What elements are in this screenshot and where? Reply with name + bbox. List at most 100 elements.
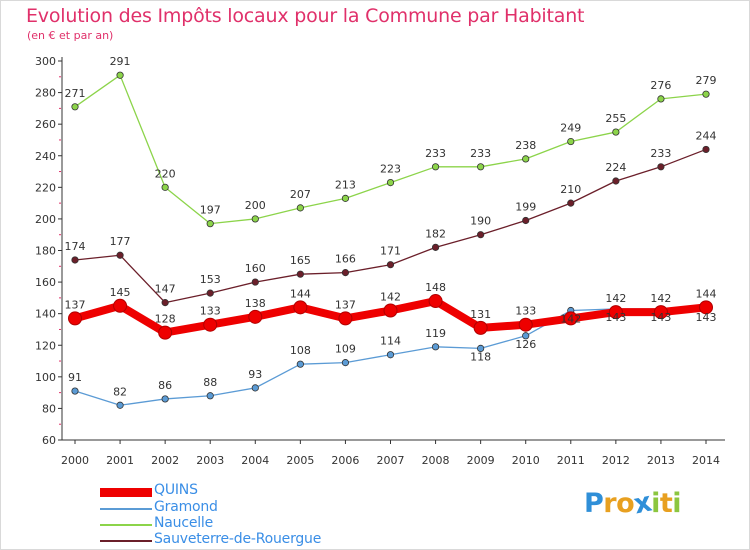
data-point-quins (68, 311, 82, 326)
data-label-sauveterre-de-rouergue: 210 (560, 183, 581, 196)
chart-subtitle: (en € et par an) (27, 29, 114, 42)
legend-label-quins: QUINS (154, 482, 198, 498)
data-label-naucelle: 271 (65, 87, 86, 100)
y-tick-label: 200 (35, 213, 56, 226)
data-label-gramond: 88 (203, 376, 217, 389)
data-label-sauveterre-de-rouergue: 182 (425, 227, 446, 240)
data-label-naucelle: 276 (650, 79, 671, 92)
y-tick-label: 240 (35, 150, 56, 163)
data-label-naucelle: 249 (560, 122, 581, 135)
data-label-naucelle: 233 (470, 147, 491, 160)
y-tick-label: 80 (42, 402, 56, 415)
x-tick-label: 2012 (602, 454, 630, 467)
data-point-quins (158, 325, 173, 340)
data-point-gramond (431, 343, 440, 351)
data-label-gramond: 143 (605, 311, 626, 324)
data-point-gramond (251, 384, 259, 392)
data-point-sauveterre-de-rouergue (702, 145, 710, 154)
data-point-naucelle (431, 163, 440, 171)
data-label-gramond: 143 (696, 311, 717, 324)
data-label-sauveterre-de-rouergue: 244 (696, 129, 717, 142)
data-label-quins: 133 (515, 305, 536, 318)
data-label-naucelle: 213 (335, 178, 356, 191)
data-label-quins: 131 (470, 308, 491, 321)
data-label-gramond: 142 (560, 313, 581, 326)
data-label-gramond: 119 (425, 327, 446, 340)
data-label-gramond: 118 (470, 350, 491, 363)
data-label-sauveterre-de-rouergue: 147 (155, 283, 176, 296)
data-point-naucelle (386, 178, 395, 187)
legend-label-gramond: Gramond (154, 499, 218, 515)
y-tick-label: 180 (35, 245, 56, 258)
data-label-quins: 145 (110, 286, 131, 299)
data-label-quins: 142 (605, 292, 626, 305)
x-tick-label: 2002 (151, 454, 179, 467)
data-label-quins: 137 (335, 298, 356, 311)
y-tick-label: 100 (35, 371, 56, 384)
data-point-gramond (206, 392, 214, 400)
data-point-naucelle (567, 137, 575, 146)
data-point-naucelle (657, 95, 665, 103)
x-tick-label: 2010 (512, 454, 540, 467)
data-point-gramond (71, 387, 79, 395)
data-label-naucelle: 255 (605, 112, 626, 125)
data-label-naucelle: 200 (245, 199, 266, 212)
data-point-gramond (296, 360, 304, 368)
y-tick-label: 260 (35, 118, 56, 131)
data-point-naucelle (612, 128, 620, 136)
x-tick-label: 2004 (241, 454, 269, 467)
data-point-quins (113, 298, 128, 313)
x-tick-label: 2001 (106, 454, 134, 467)
data-label-quins: 142 (650, 292, 671, 305)
data-label-sauveterre-de-rouergue: 153 (200, 273, 221, 286)
data-label-quins: 128 (155, 313, 176, 326)
data-label-naucelle: 279 (696, 74, 717, 87)
legend-swatch-quins (100, 488, 152, 497)
y-tick-label: 220 (35, 181, 56, 194)
y-tick-label: 140 (35, 308, 56, 321)
data-label-quins: 133 (200, 305, 221, 318)
x-tick-label: 2000 (61, 454, 89, 467)
data-point-naucelle (206, 220, 214, 228)
data-label-quins: 144 (290, 287, 311, 300)
data-point-quins (473, 320, 488, 335)
x-tick-label: 2005 (286, 454, 314, 467)
logo-letter: o (616, 488, 635, 519)
data-point-sauveterre-de-rouergue (251, 278, 259, 286)
data-label-quins: 144 (696, 287, 717, 300)
data-point-quins (699, 300, 713, 315)
data-point-naucelle (251, 215, 259, 223)
data-label-sauveterre-de-rouergue: 171 (380, 245, 401, 258)
data-point-quins (428, 294, 443, 309)
data-point-sauveterre-de-rouergue (657, 163, 665, 171)
data-point-naucelle (477, 163, 485, 171)
logo-letter: P (584, 488, 604, 519)
data-label-sauveterre-de-rouergue: 160 (245, 262, 266, 275)
data-label-naucelle: 220 (155, 167, 176, 180)
data-label-naucelle: 291 (110, 55, 131, 68)
data-point-sauveterre-de-rouergue (477, 231, 485, 239)
logo-letter: t (659, 488, 673, 519)
x-tick-label: 2014 (692, 454, 720, 467)
data-point-sauveterre-de-rouergue (386, 261, 395, 269)
data-point-naucelle (522, 155, 530, 163)
data-point-naucelle (296, 204, 304, 212)
data-label-gramond: 86 (158, 379, 172, 392)
logo-letter: r (603, 488, 617, 519)
data-label-naucelle: 233 (425, 147, 446, 160)
y-tick-label: 300 (35, 55, 56, 68)
x-tick-label: 2013 (647, 454, 675, 467)
y-tick-label: 280 (35, 87, 56, 100)
data-label-gramond: 108 (290, 344, 311, 357)
data-label-sauveterre-de-rouergue: 174 (65, 240, 86, 253)
data-point-gramond (116, 401, 124, 409)
data-label-sauveterre-de-rouergue: 190 (470, 215, 491, 228)
x-tick-label: 2008 (422, 454, 450, 467)
chart-title: Evolution des Impôts locaux pour la Comm… (26, 5, 585, 27)
data-point-quins (518, 317, 533, 332)
data-label-sauveterre-de-rouergue: 233 (650, 147, 671, 160)
series-line-naucelle (74, 74, 707, 225)
proxiti-logo: Proxiti (584, 487, 682, 521)
data-point-sauveterre-de-rouergue (522, 216, 530, 225)
